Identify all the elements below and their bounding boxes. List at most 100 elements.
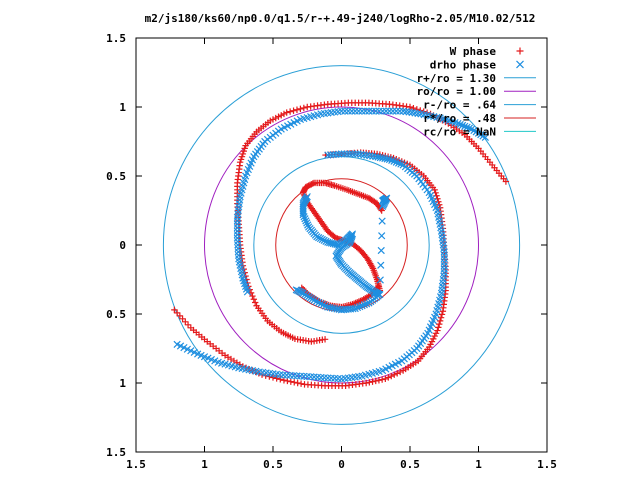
data-point [320,236,328,245]
data-point [242,142,249,149]
y-tick-label: 1 [119,101,126,114]
data-point [351,107,359,115]
data-point [378,217,386,225]
data-point [287,378,295,385]
x-tick-label: 0 [338,458,345,471]
data-point [348,107,356,115]
data-point [434,327,441,334]
data-point [184,321,192,329]
data-point [300,213,308,221]
data-point [437,314,445,321]
data-point [340,150,348,158]
data-point [397,160,405,168]
data-point [375,107,383,115]
x-tick-label: 0.5 [400,458,420,471]
data-point [237,156,245,163]
data-point [272,114,279,122]
data-point [309,180,316,187]
data-point [269,374,277,381]
data-point [354,150,362,158]
chart-title: m2/js180/ks60/np0.0/q1.5/r-+.49-j240/log… [145,12,536,25]
data-point [396,107,404,115]
data-point [431,332,438,340]
data-point [324,151,332,159]
data-point [355,107,363,115]
x-tick-label: 1 [475,458,482,471]
data-point [394,159,403,167]
legend-label: ro/ro = 1.00 [417,85,496,98]
legend-label: rc/ro = NaN [423,125,496,138]
reference-circle-2 [204,106,479,384]
data-point [356,303,364,311]
data-point [182,318,189,326]
data-point [250,296,258,303]
data-point [376,276,384,284]
data-point [388,156,396,164]
y-tick-label: 0.5 [106,308,126,321]
data-point [362,300,371,308]
data-point [369,378,376,385]
data-point [326,303,334,312]
data-point [425,343,433,351]
reference-circles [162,65,521,425]
data-point [278,112,285,119]
series-2 [173,107,489,383]
data-point [243,288,252,296]
data-point [346,150,354,158]
data-point [365,107,373,115]
legend-label: W phase [450,45,497,58]
data-point [280,110,288,118]
data-point [365,299,373,307]
data-point [173,309,181,317]
data-point [358,302,366,310]
x-tick-label: 0.5 [263,458,283,471]
data-point [456,120,464,129]
data-point [465,124,473,132]
data-point [427,341,434,348]
data-point [435,198,442,205]
data-point [249,292,256,300]
data-point [341,107,349,115]
data-point [378,207,385,214]
data-point [321,336,329,343]
data-point [283,109,290,116]
data-point [305,182,312,189]
data-point [394,370,401,377]
data-point [266,373,273,380]
data-point [291,379,298,386]
data-point [430,335,437,343]
data-point [435,324,442,331]
data-point [463,123,471,131]
data-point [301,215,309,223]
data-point [318,235,326,244]
y-tick-label: 1.5 [106,32,126,45]
data-point [297,380,305,387]
x-tick-label: 1 [201,458,208,471]
data-point [396,368,404,376]
data-point [306,181,314,189]
data-point [315,234,323,242]
data-point [179,315,186,323]
data-point [302,183,310,191]
data-point [378,376,386,383]
data-point [353,303,362,312]
y-tick-label: 0.5 [106,170,126,183]
data-point [344,107,352,115]
data-point [399,161,407,169]
y-tick-label: 0 [119,239,126,252]
legend-label: r+/ro = 1.30 [417,72,496,85]
data-point [293,106,301,113]
data-point [436,320,443,328]
data-point [269,116,277,123]
reference-circle-1 [162,65,521,425]
legend-swatch [516,60,524,69]
data-point [316,234,325,243]
data-point [304,103,311,111]
data-point [294,379,301,387]
data-point [392,158,400,166]
data-point [292,286,300,294]
data-point [297,105,304,113]
